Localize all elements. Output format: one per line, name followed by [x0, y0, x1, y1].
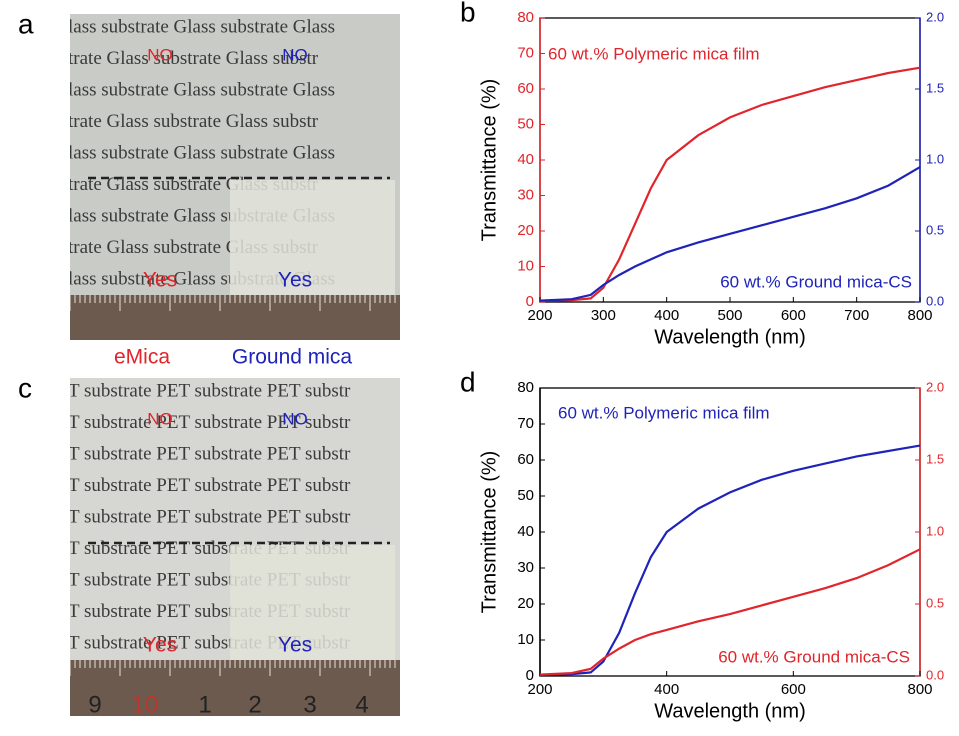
x-tick-label: 600: [781, 681, 806, 698]
series-line: [539, 548, 921, 676]
y-tick-label: 80: [517, 379, 534, 396]
y2-tick-label: 2.0: [926, 379, 944, 394]
substrate-text: lass substrate Glass substrate Glass: [68, 79, 335, 100]
substrate-text: T substrate PET substrate PET substr: [68, 380, 351, 401]
y-axis-label: Transmittance (%): [478, 79, 500, 242]
substrate-text: trate Glass substrate Glass substr: [68, 48, 319, 69]
film-area: [230, 545, 395, 660]
panel-label: a: [18, 8, 34, 39]
ruler-number: 4: [355, 691, 368, 718]
ruler-number: 9: [88, 691, 101, 718]
ruler-number: 3: [303, 691, 316, 718]
y2-tick-label: 1.0: [926, 523, 944, 538]
y-axis-label: Transmittance (%): [478, 451, 500, 614]
series-line: [539, 166, 921, 302]
y2-tick-label: 0.0: [926, 293, 944, 308]
substrate-text: T substrate PET substrate PET substr: [68, 443, 351, 464]
x-tick-label: 400: [654, 307, 679, 324]
panel-label: c: [18, 372, 32, 403]
x-tick-label: 400: [654, 681, 679, 698]
x-tick-label: 600: [781, 307, 806, 324]
photo: T substrate PET substrate PET substr T su…: [68, 378, 400, 718]
caption: eMica: [114, 346, 170, 369]
y-tick-label: 0: [526, 667, 534, 684]
y-tick-label: 50: [517, 487, 534, 504]
x-tick-label: 700: [844, 307, 869, 324]
y2-tick-label: 1.5: [926, 451, 944, 466]
yes-label: Yes: [143, 634, 177, 657]
x-axis-label: Wavelength (nm): [654, 326, 806, 348]
y-tick-label: 40: [517, 151, 534, 168]
no-label: NO: [147, 409, 173, 428]
x-axis-label: Wavelength (nm): [654, 700, 806, 722]
series-annotation: 60 wt.% Polymeric mica film: [548, 44, 760, 63]
x-tick-label: 300: [591, 307, 616, 324]
plot-frame: [539, 387, 921, 677]
x-tick-label: 800: [907, 681, 932, 698]
substrate-text: T substrate PET substrate PET substr: [68, 475, 351, 496]
film-area: [230, 180, 395, 295]
y-tick-label: 70: [517, 44, 534, 61]
y2-tick-label: 0.0: [926, 667, 944, 682]
series-annotation: 60 wt.% Ground mica-CS: [720, 272, 912, 291]
yes-label: Yes: [278, 634, 312, 657]
y-tick-label: 60: [517, 80, 534, 97]
y-tick-label: 30: [517, 559, 534, 576]
y-tick-label: 80: [517, 9, 534, 26]
panel-label: d: [460, 366, 476, 397]
no-label: NO: [282, 409, 308, 428]
x-tick-label: 200: [527, 307, 552, 324]
y2-tick-label: 1.5: [926, 80, 944, 95]
y-tick-label: 20: [517, 595, 534, 612]
ruler-number: 2: [248, 691, 261, 718]
ruler-number: 1: [198, 691, 211, 718]
no-label: NO: [282, 45, 308, 64]
y-tick-label: 10: [517, 631, 534, 648]
yes-label: Yes: [143, 269, 177, 292]
substrate-text: lass substrate Glass substrate Glass: [68, 142, 335, 163]
y2-tick-label: 2.0: [926, 9, 944, 24]
yes-label: Yes: [278, 269, 312, 292]
y-tick-label: 10: [517, 257, 534, 274]
series-annotation: 60 wt.% Polymeric mica film: [558, 403, 770, 422]
y-tick-label: 50: [517, 115, 534, 132]
photo: lass substrate Glass substrate Glass trat…: [68, 14, 400, 340]
ruler-number: 10: [132, 691, 159, 718]
series-line: [539, 444, 921, 676]
y2-tick-label: 0.5: [926, 595, 944, 610]
x-tick-label: 800: [907, 307, 932, 324]
substrate-text: lass substrate Glass substrate Glass: [68, 16, 335, 37]
series-annotation: 60 wt.% Ground mica-CS: [718, 647, 910, 666]
y-tick-label: 70: [517, 415, 534, 432]
substrate-text: T substrate PET substrate PET substr: [68, 412, 351, 433]
x-tick-label: 200: [527, 681, 552, 698]
caption: Ground mica: [232, 346, 353, 369]
y-tick-label: 40: [517, 523, 534, 540]
y2-tick-label: 1.0: [926, 151, 944, 166]
y2-tick-label: 0.5: [926, 222, 944, 237]
substrate-text: trate Glass substrate Glass substr: [68, 111, 319, 132]
y-tick-label: 30: [517, 186, 534, 203]
y-tick-label: 60: [517, 451, 534, 468]
ruler: [70, 660, 400, 716]
y-tick-label: 20: [517, 222, 534, 239]
substrate-text: T substrate PET substrate PET substr: [68, 506, 351, 527]
series-line: [539, 66, 921, 302]
x-tick-label: 500: [717, 307, 742, 324]
no-label: NO: [147, 45, 173, 64]
panel-label: b: [460, 0, 476, 27]
y-tick-label: 0: [526, 293, 534, 310]
